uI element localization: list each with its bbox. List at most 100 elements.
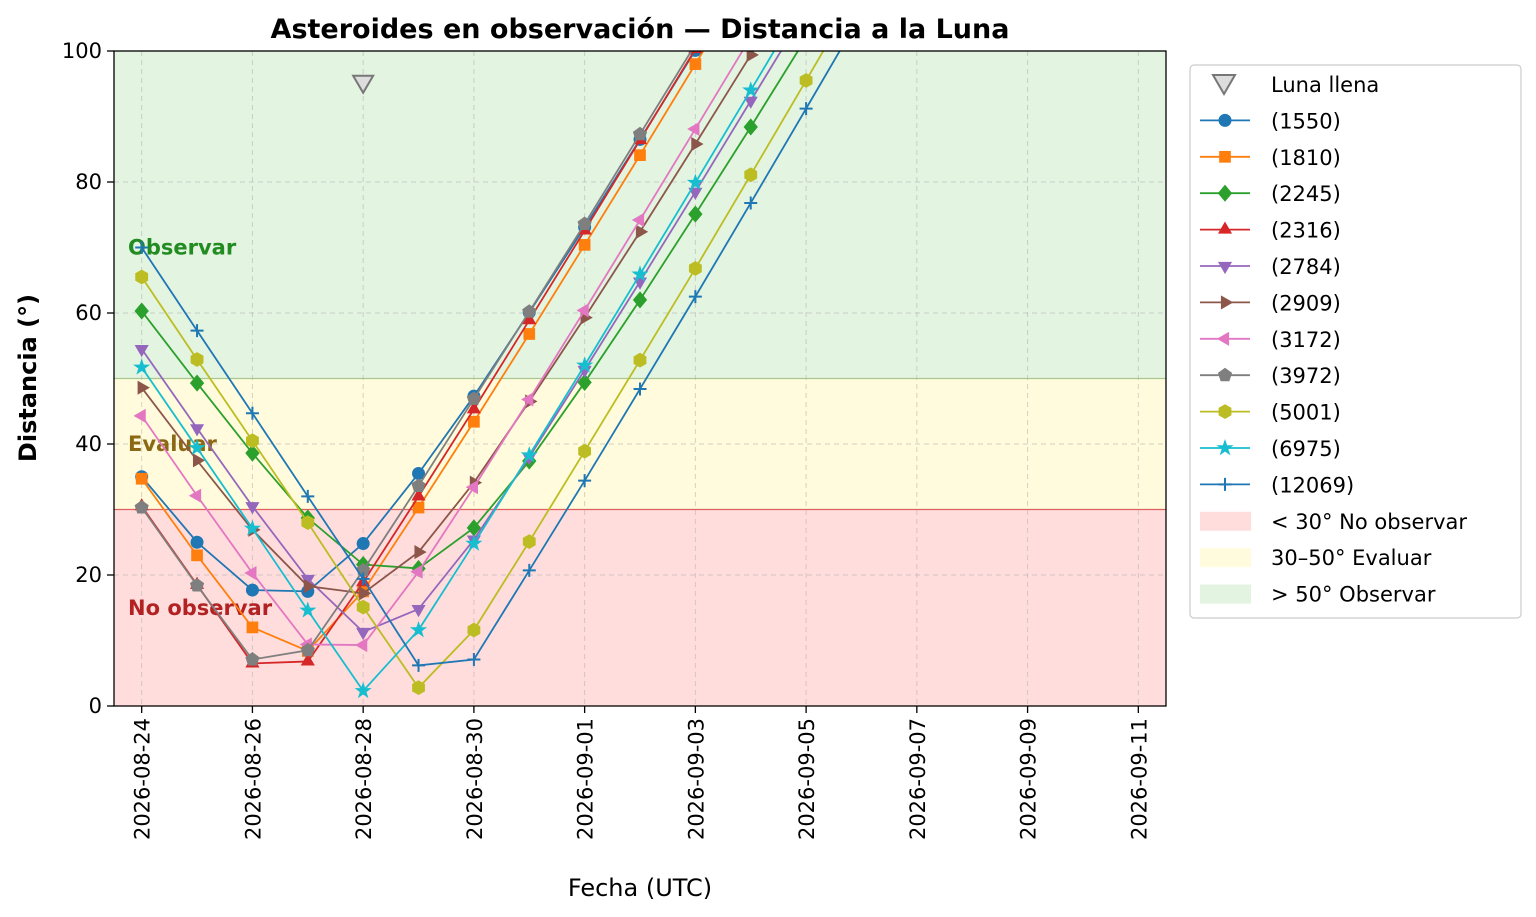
y-tick-label: 0 (89, 694, 102, 718)
data-point (137, 380, 150, 395)
data-point (301, 515, 315, 531)
data-point (634, 149, 646, 161)
data-point (744, 167, 758, 183)
legend-label: < 30° No observar (1271, 510, 1467, 534)
y-tick-label: 100 (62, 39, 102, 63)
x-tick-label: 2026-09-07 (906, 718, 930, 840)
legend-swatch (1200, 511, 1251, 531)
data-point (522, 534, 536, 549)
series-line (140, 51, 825, 690)
x-tick-label: 2026-08-28 (352, 718, 376, 840)
data-point (190, 535, 204, 549)
legend-label: (3972) (1271, 364, 1341, 388)
data-point (356, 599, 370, 615)
data-point (1218, 113, 1232, 127)
data-point (1220, 295, 1234, 310)
legend-label: (12069) (1271, 473, 1354, 497)
data-point (134, 500, 149, 514)
data-point (522, 312, 537, 325)
data-point (133, 358, 151, 375)
data-point (188, 438, 206, 456)
data-point (688, 290, 702, 304)
data-point (1217, 184, 1233, 202)
data-point (577, 216, 592, 230)
data-point (686, 173, 704, 190)
data-point (689, 58, 702, 70)
x-tick-label: 2026-09-05 (795, 718, 819, 840)
data-point (576, 303, 589, 318)
data-point (468, 415, 480, 428)
legend-entry: (2909) (1200, 291, 1341, 315)
y-tick-label: 40 (75, 432, 102, 456)
chart-title: Asteroides en observación — Distancia a … (271, 14, 1010, 45)
data-point (466, 391, 481, 405)
data-point (410, 564, 423, 579)
x-tick-label: 2026-09-03 (684, 718, 708, 840)
data-point (189, 374, 205, 392)
data-point (1218, 404, 1232, 420)
data-point (414, 545, 427, 560)
data-point (246, 621, 259, 634)
x-axis: 2026-08-24 2026-08-26 2026-08-28 2026-08-30… (131, 706, 1151, 840)
data-point (799, 73, 813, 88)
legend-label: (3172) (1271, 328, 1341, 352)
data-point (688, 205, 703, 223)
data-point (359, 586, 372, 601)
data-point (245, 406, 259, 420)
legend-entry: (12069) (1200, 473, 1354, 497)
data-point (134, 344, 149, 358)
data-point (1216, 331, 1230, 346)
zone-2 (114, 51, 1166, 379)
data-point (522, 563, 536, 577)
data-point (631, 265, 649, 282)
data-point (412, 658, 426, 672)
data-point (691, 136, 704, 152)
data-point (799, 0, 813, 3)
legend-box (1189, 64, 1522, 619)
legend-label: (6975) (1271, 437, 1341, 461)
legend-entry: (3972) (1200, 364, 1341, 388)
y-tick-label: 80 (75, 170, 102, 194)
data-point (523, 328, 536, 340)
data-point (576, 356, 594, 373)
legend-label: > 50° Observar (1271, 583, 1436, 607)
legend-label: (1550) (1271, 109, 1341, 133)
legend-label: (2316) (1271, 219, 1341, 243)
data-point (578, 474, 592, 488)
y-tick-label: 20 (75, 563, 102, 587)
series-line (140, 51, 744, 646)
data-point (134, 302, 149, 320)
legend-entry: > 50° Observar (1200, 583, 1436, 607)
data-point (190, 324, 204, 338)
data-point (245, 652, 260, 666)
y-tick-label: 60 (75, 301, 102, 325)
series-5001 (135, 51, 825, 696)
data-point (743, 96, 758, 109)
data-point (577, 373, 592, 392)
data-point (299, 601, 317, 618)
legend-entry: (1810) (1200, 146, 1341, 170)
data-point (465, 480, 478, 495)
data-point (188, 488, 202, 503)
data-point (244, 565, 257, 581)
data-point (412, 680, 425, 696)
data-point (467, 652, 481, 666)
legend-swatch (1200, 548, 1251, 568)
series-12069 (135, 51, 841, 672)
y-axis: 0 20 40 60 80 100 (62, 39, 114, 718)
full-moon-layer (351, 74, 375, 95)
data-point (245, 502, 260, 515)
x-tick-label: 2026-08-30 (463, 718, 487, 840)
data-point (243, 519, 262, 536)
data-point (356, 627, 371, 641)
data-point (632, 291, 648, 309)
data-point (135, 472, 148, 485)
legend-entry: 30–50° Evaluar (1200, 546, 1432, 570)
data-point (412, 466, 426, 480)
data-point (355, 638, 368, 653)
data-point (1217, 367, 1233, 382)
legend-entry: < 30° No observar (1200, 510, 1467, 534)
data-point (192, 453, 206, 468)
data-point (191, 549, 203, 562)
